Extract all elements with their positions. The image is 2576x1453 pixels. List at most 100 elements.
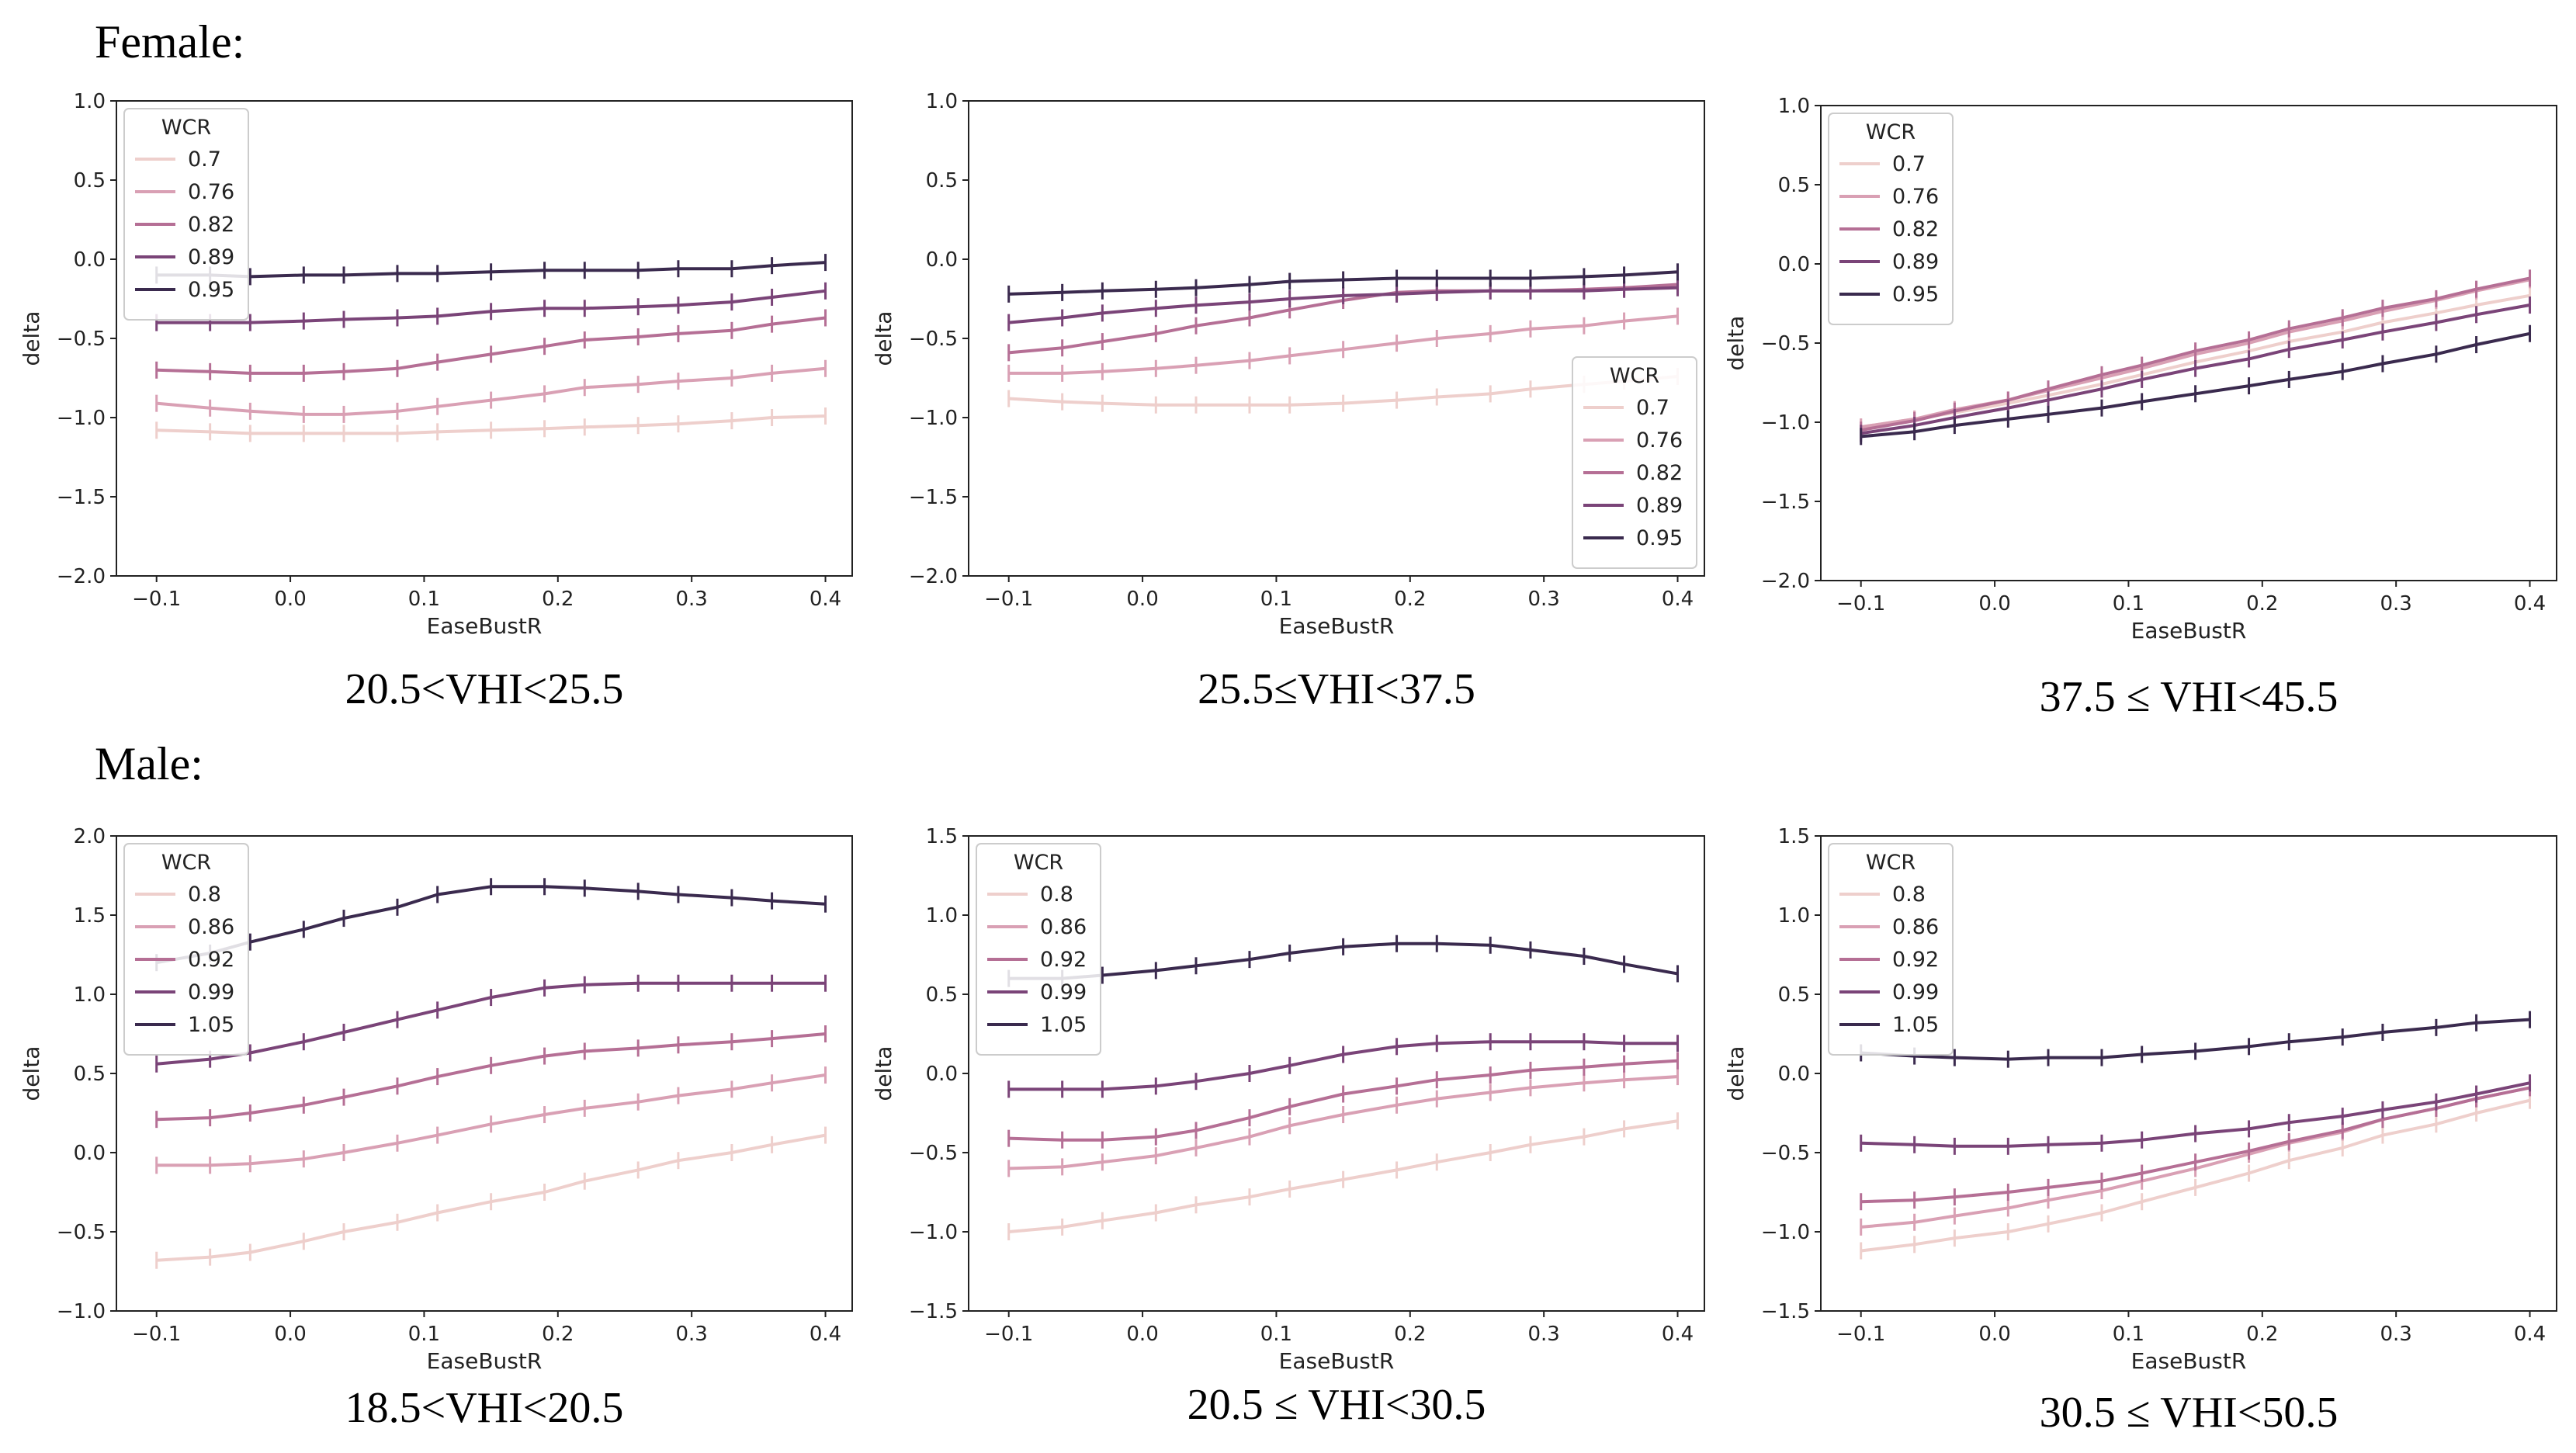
y-tick-label: 1.5 xyxy=(74,904,106,928)
y-axis-label: delta xyxy=(871,1046,896,1101)
chart-panel-6: −0.1 0.0 0.1 0.2 0.3 0.4 −1.5 −1.0 −0.5 0.0 0.5 1.0… xyxy=(1723,825,2557,1437)
x-tick-label: 0.4 xyxy=(1662,1323,1694,1346)
panel-caption: 18.5<VHI<20.5 xyxy=(345,1384,624,1432)
y-tick-label: 0.5 xyxy=(74,169,106,192)
series-line-wcr-0.92 xyxy=(156,1032,826,1122)
y-tick-label: 1.0 xyxy=(74,983,106,1007)
x-tick-label: 0.3 xyxy=(1527,588,1559,611)
legend-entry-label: 0.8 xyxy=(1040,883,1073,907)
x-tick-label: 0.0 xyxy=(1126,1323,1158,1346)
y-axis-label: delta xyxy=(871,311,896,366)
y-tick-label: 1.0 xyxy=(1778,95,1810,118)
y-tick-label: 1.5 xyxy=(926,825,958,848)
y-tick-label: 2.0 xyxy=(74,825,106,848)
y-tick-label: −1.5 xyxy=(909,1300,958,1323)
legend-box xyxy=(1828,113,1954,325)
x-tick-label: 0.0 xyxy=(1978,1323,2010,1346)
legend-entry-label: 0.76 xyxy=(1636,428,1683,453)
x-tick-label: 0.2 xyxy=(542,588,574,611)
y-tick-label: −1.5 xyxy=(57,486,106,509)
legend-box xyxy=(976,843,1101,1056)
y-tick-label: −0.5 xyxy=(1761,1142,1810,1165)
x-tick-label: −0.1 xyxy=(1836,1323,1885,1346)
x-tick-label: 0.3 xyxy=(2380,592,2411,616)
y-tick-label: 0.0 xyxy=(1778,1063,1810,1086)
series-line-wcr-0.82 xyxy=(156,316,826,375)
legend-entry-label: 0.8 xyxy=(188,883,221,907)
legend-entry-label: 1.05 xyxy=(1892,1013,1939,1037)
y-tick-label: 1.5 xyxy=(1778,825,1810,848)
legend: WCR 0.8 0.86 0.92 0.99 1.05 xyxy=(976,843,1101,1056)
y-tick-label: −1.5 xyxy=(909,486,958,509)
x-tick-label: 0.3 xyxy=(675,1323,707,1346)
series-line-wcr-1.05 xyxy=(156,885,826,965)
legend-title: WCR xyxy=(1610,364,1659,388)
y-tick-label: 0.0 xyxy=(926,248,958,272)
x-axis-label: EaseBustR xyxy=(2131,618,2247,643)
y-tick-label: 1.0 xyxy=(926,904,958,928)
y-tick-label: −0.5 xyxy=(909,1142,958,1165)
legend-box xyxy=(123,108,249,321)
legend-entry-label: 0.82 xyxy=(1892,217,1939,241)
legend-box xyxy=(1828,843,1954,1056)
y-tick-label: −1.0 xyxy=(1761,411,1810,435)
y-axis-label: delta xyxy=(1723,1046,1749,1101)
x-tick-label: 0.1 xyxy=(2113,592,2144,616)
x-tick-label: 0.0 xyxy=(1978,592,2010,616)
x-tick-label: 0.0 xyxy=(1126,588,1158,611)
y-tick-label: −0.5 xyxy=(1761,332,1810,355)
y-tick-label: 0.0 xyxy=(74,1142,106,1165)
x-tick-label: 0.4 xyxy=(1662,588,1694,611)
x-tick-label: 0.4 xyxy=(810,588,841,611)
chart-panel-5: −0.1 0.0 0.1 0.2 0.3 0.4 −1.5 −1.0 −0.5 0.0 0.5 1.0… xyxy=(871,825,1705,1429)
legend-entry-label: 0.89 xyxy=(1636,494,1683,518)
y-tick-label: −2.0 xyxy=(57,565,106,588)
y-tick-label: −1.0 xyxy=(1761,1221,1810,1244)
legend-title: WCR xyxy=(161,851,211,875)
legend-entry-label: 0.95 xyxy=(188,278,234,302)
legend: WCR 0.7 0.76 0.82 0.89 0.95 xyxy=(1572,356,1697,569)
x-tick-label: −0.1 xyxy=(132,1323,181,1346)
y-tick-label: −2.0 xyxy=(909,565,958,588)
x-tick-label: 0.1 xyxy=(408,1323,440,1346)
legend-entry-label: 0.82 xyxy=(1636,461,1683,485)
y-tick-label: −1.5 xyxy=(1761,1300,1810,1323)
y-tick-label: −1.0 xyxy=(909,407,958,430)
x-tick-label: −0.1 xyxy=(1836,592,1885,616)
x-tick-label: 0.1 xyxy=(1260,588,1292,611)
y-axis-label: delta xyxy=(19,1046,44,1101)
legend-entry-label: 0.86 xyxy=(1040,915,1087,939)
y-tick-label: 0.0 xyxy=(1778,253,1810,276)
legend: WCR 0.8 0.86 0.92 0.99 1.05 xyxy=(1828,843,1954,1056)
panel-caption: 37.5 ≤ VHI<45.5 xyxy=(2040,673,2339,721)
y-tick-label: −1.0 xyxy=(57,1300,106,1323)
legend-entry-label: 0.95 xyxy=(1636,526,1683,550)
legend-entry-label: 0.99 xyxy=(1040,980,1087,1004)
y-tick-label: 0.5 xyxy=(926,983,958,1007)
legend-entry-label: 0.86 xyxy=(1892,915,1939,939)
x-tick-label: 0.4 xyxy=(810,1323,841,1346)
panel-caption: 30.5 ≤ VHI<50.5 xyxy=(2040,1389,2339,1437)
y-tick-label: 1.0 xyxy=(74,90,106,113)
panel-caption: 20.5<VHI<25.5 xyxy=(345,665,624,713)
x-axis-label: EaseBustR xyxy=(1279,1348,1395,1374)
y-tick-label: −0.5 xyxy=(57,1221,106,1244)
x-tick-label: 0.2 xyxy=(1394,588,1426,611)
legend-entry-label: 0.99 xyxy=(188,980,234,1004)
x-tick-label: −0.1 xyxy=(984,1323,1033,1346)
legend: WCR 0.7 0.76 0.82 0.89 0.95 xyxy=(123,108,249,321)
x-tick-label: 0.3 xyxy=(675,588,707,611)
legend-entry-label: 0.86 xyxy=(188,915,234,939)
legend-entry-label: 0.99 xyxy=(1892,980,1939,1004)
y-tick-label: 1.0 xyxy=(1778,904,1810,928)
legend-title: WCR xyxy=(1866,851,1916,875)
y-tick-label: −0.5 xyxy=(57,328,106,351)
x-tick-label: −0.1 xyxy=(984,588,1033,611)
legend-entry-label: 0.8 xyxy=(1892,883,1926,907)
x-tick-label: 0.4 xyxy=(2514,592,2546,616)
legend-entry-label: 0.92 xyxy=(1892,948,1939,972)
legend-title: WCR xyxy=(1866,120,1916,144)
y-axis-label: delta xyxy=(1723,316,1749,371)
x-tick-label: 0.2 xyxy=(1394,1323,1426,1346)
